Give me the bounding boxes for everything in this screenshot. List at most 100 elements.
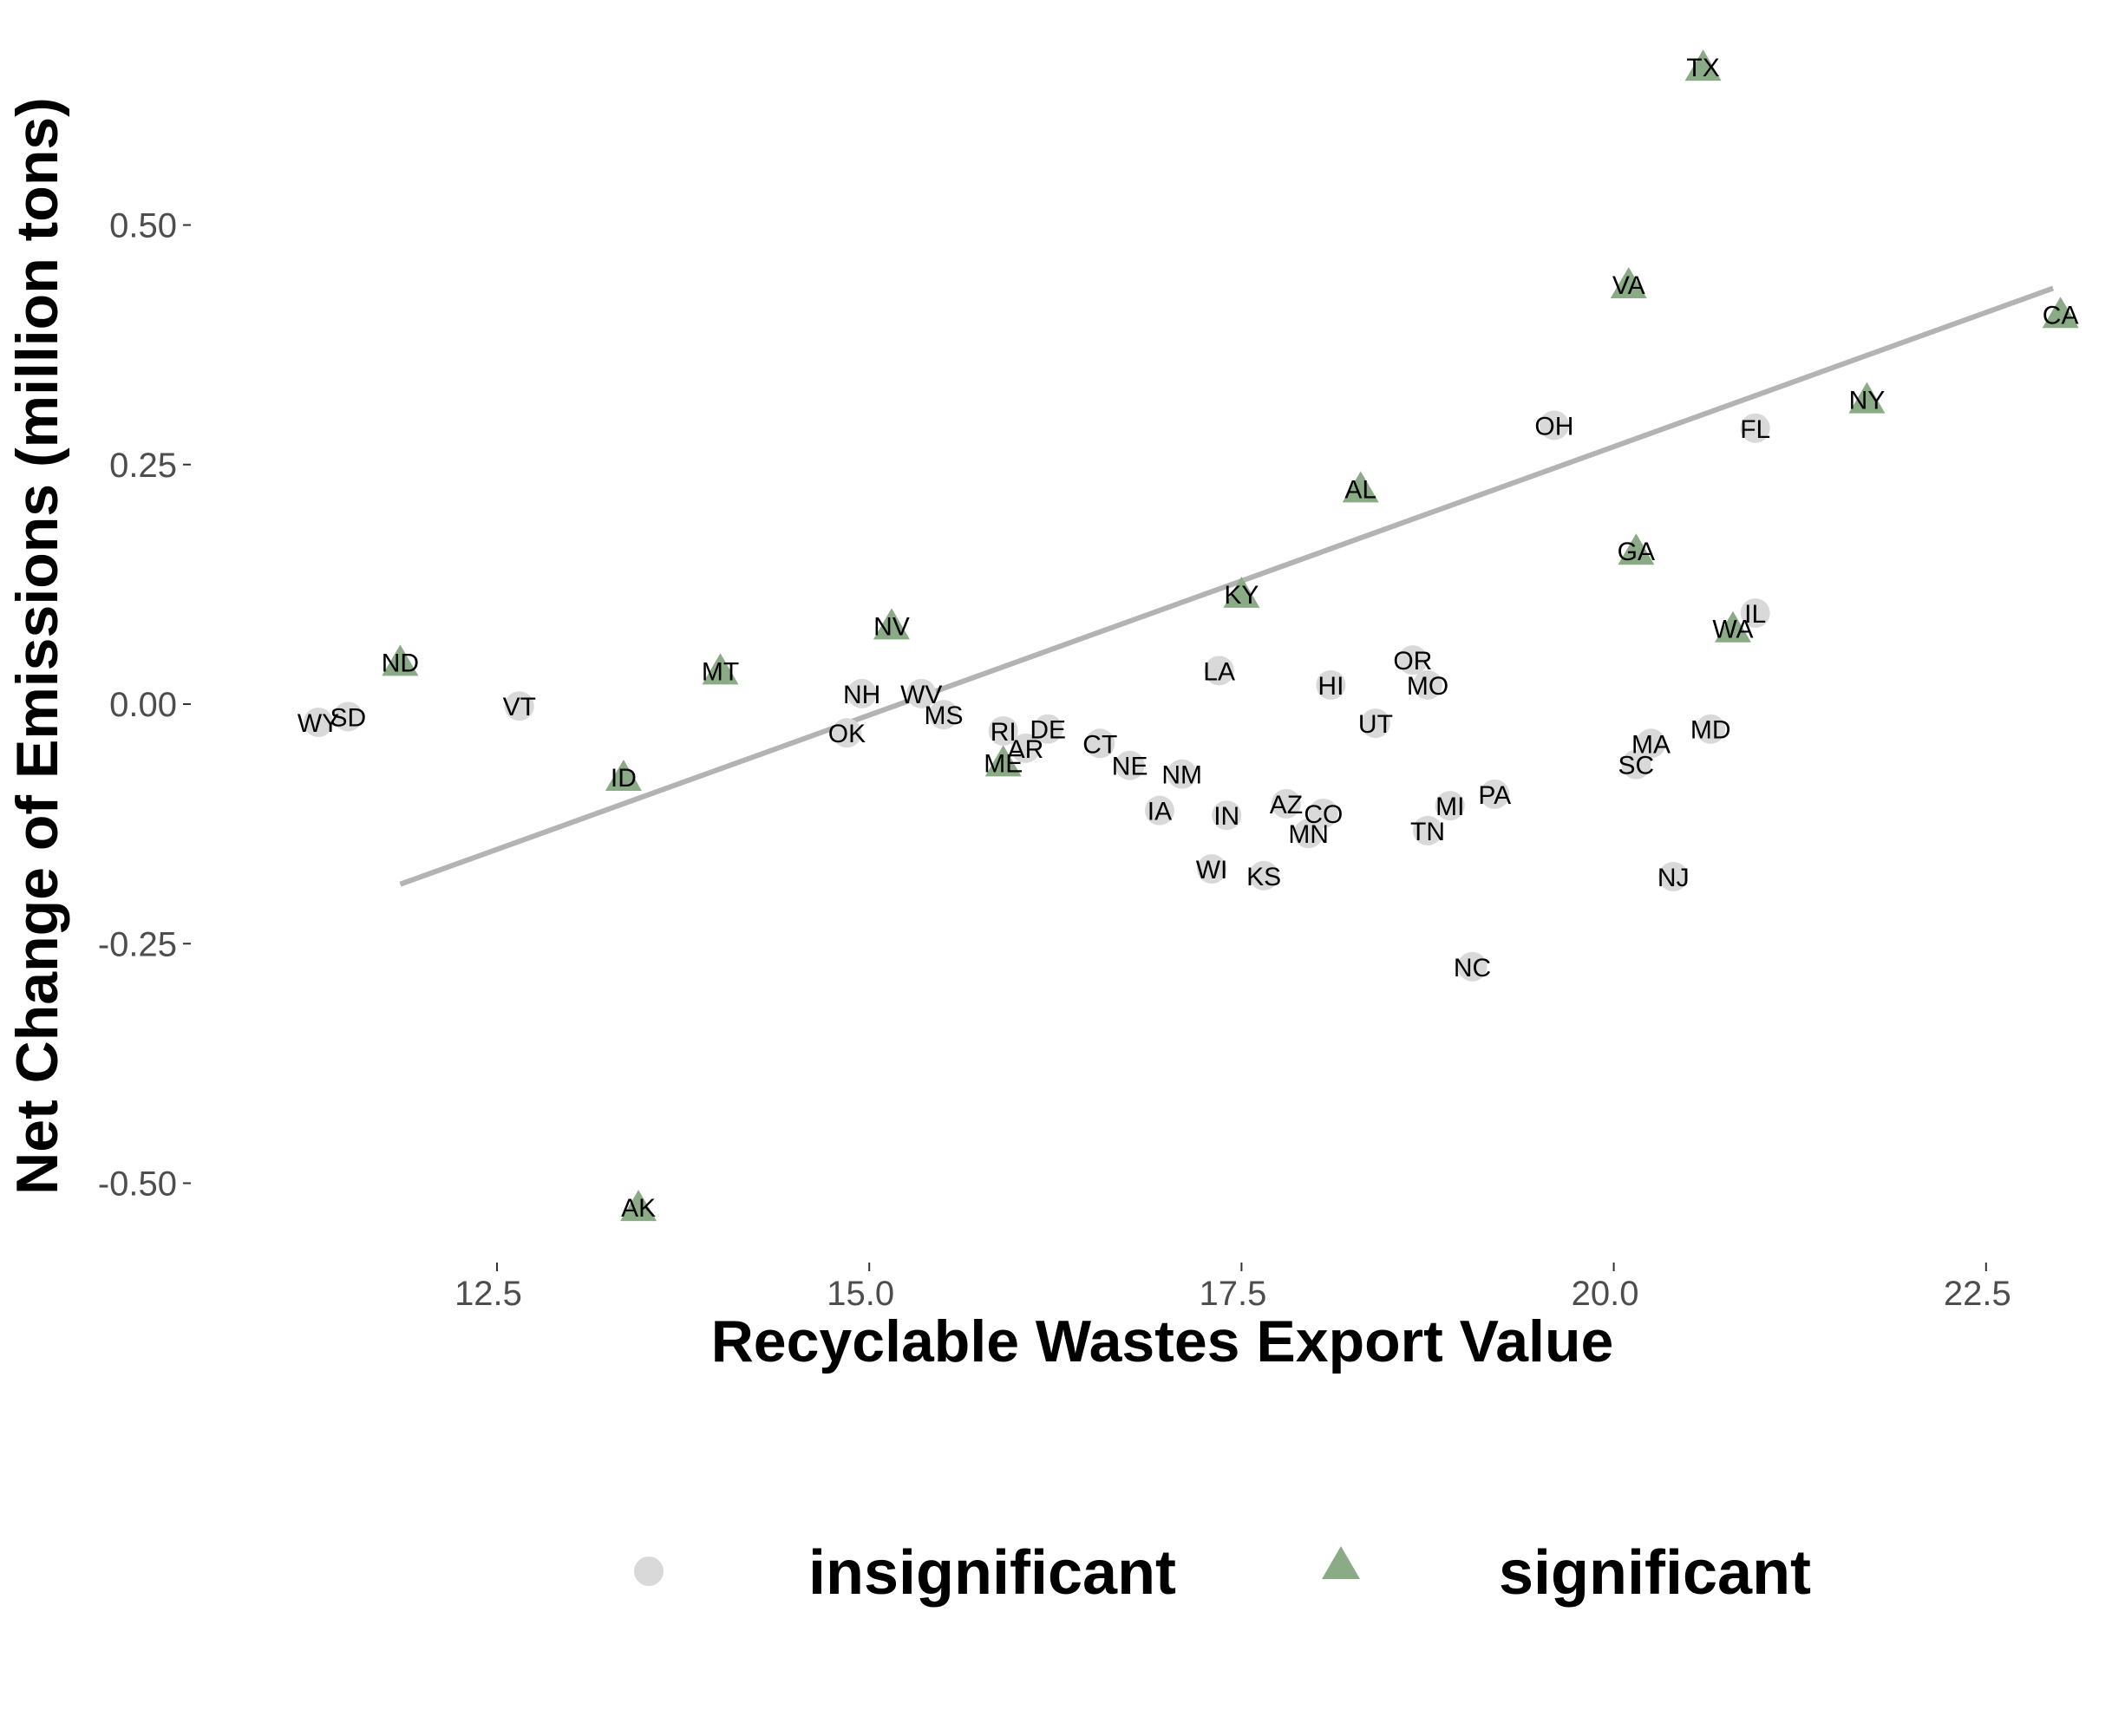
point-nj <box>1658 861 1689 891</box>
point-wi <box>1197 854 1227 884</box>
point-label-sd: SD <box>330 703 366 732</box>
point-ok <box>832 718 862 748</box>
point-mi <box>1435 791 1465 821</box>
point-label-md: MD <box>1690 716 1731 745</box>
point-label-ak: AK <box>621 1194 656 1223</box>
point-wa <box>1714 610 1751 643</box>
point-wy <box>303 707 333 737</box>
point-label-wy: WY <box>298 709 339 738</box>
point-pa <box>1480 779 1510 809</box>
point-mo <box>1413 669 1442 700</box>
point-label-wi: WI <box>1196 856 1228 884</box>
point-hi <box>1316 669 1346 700</box>
point-label-mt: MT <box>702 657 739 686</box>
point-label-ca: CA <box>2043 301 2079 330</box>
legend-circle-icon <box>634 1557 664 1586</box>
point-fl <box>1740 413 1770 443</box>
point-label-nm: NM <box>1161 761 1202 790</box>
point-wv <box>906 678 937 708</box>
point-label-nd: ND <box>382 649 419 677</box>
point-label-ky: KY <box>1224 581 1259 610</box>
point-al <box>1342 471 1379 503</box>
point-label-vt: VT <box>503 693 536 721</box>
point-ia <box>1144 795 1174 826</box>
point-oh <box>1539 410 1569 441</box>
point-label-hi: HI <box>1318 672 1344 701</box>
point-co <box>1308 798 1338 828</box>
point-label-in: IN <box>1213 802 1239 831</box>
point-or <box>1397 645 1428 675</box>
point-label-az: AZ <box>1270 791 1303 819</box>
point-label-oh: OH <box>1534 412 1573 441</box>
point-label-de: DE <box>1030 716 1066 745</box>
point-label-la: LA <box>1203 657 1235 686</box>
point-label-ut: UT <box>1358 710 1393 739</box>
point-label-co: CO <box>1304 800 1343 829</box>
point-label-ok: OK <box>828 720 866 748</box>
point-label-nc: NC <box>1454 954 1491 982</box>
point-ar <box>1010 733 1041 763</box>
point-nm <box>1167 759 1197 789</box>
point-sd <box>333 702 363 732</box>
point-me <box>984 745 1022 777</box>
point-va <box>1610 267 1647 299</box>
point-mn <box>1293 819 1324 849</box>
point-nh <box>847 678 877 708</box>
point-de <box>1033 714 1063 744</box>
x-tick-label: 15.0 <box>827 1275 894 1313</box>
point-label-wa: WA <box>1712 616 1753 644</box>
x-axis: 12.5 15.0 17.5 20.0 22.5 <box>454 1263 2011 1313</box>
x-tick-label: 12.5 <box>454 1275 522 1313</box>
point-ca <box>2042 297 2079 329</box>
point-label-nh: NH <box>843 681 880 709</box>
point-label-id: ID <box>611 764 637 793</box>
x-tick-label: 22.5 <box>1944 1275 2011 1313</box>
point-ms <box>929 700 959 730</box>
point-ne <box>1115 750 1145 780</box>
point-label-ri: RI <box>991 718 1017 747</box>
point-nd <box>382 644 419 676</box>
point-nc <box>1457 951 1488 982</box>
point-ky <box>1223 576 1260 608</box>
point-in <box>1212 800 1242 831</box>
point-id <box>605 759 642 791</box>
point-ny <box>1848 382 1886 414</box>
point-label-wv: WV <box>900 681 942 709</box>
y-tick-label: -0.50 <box>98 1165 177 1204</box>
point-label-ny: NY <box>1849 387 1886 415</box>
legend-label-insignificant: insignificant <box>808 1538 1176 1608</box>
point-label-ne: NE <box>1112 753 1148 781</box>
point-md <box>1696 714 1726 744</box>
point-label-mi: MI <box>1435 793 1464 821</box>
point-ks <box>1249 860 1279 891</box>
point-ct <box>1085 728 1115 759</box>
data-points <box>303 49 2079 1222</box>
point-label-ks: KS <box>1246 863 1281 891</box>
point-vt <box>504 691 534 721</box>
point-ri <box>988 715 1018 746</box>
y-tick-label: -0.25 <box>98 925 177 963</box>
trend-line-group <box>399 285 2055 887</box>
point-label-ma: MA <box>1631 730 1671 759</box>
y-axis-title: Net Change of Emissions (million tons) <box>4 97 70 1195</box>
x-axis-title: Recyclable Wastes Export Value <box>711 1309 1614 1374</box>
y-tick-label: 0.25 <box>109 447 177 485</box>
point-nv <box>873 608 910 640</box>
y-tick-label: 0.00 <box>109 686 177 724</box>
x-tick-label: 20.0 <box>1572 1275 1639 1313</box>
point-la <box>1204 656 1234 686</box>
point-label-nv: NV <box>873 612 910 641</box>
point-ma <box>1636 728 1666 759</box>
point-label-mo: MO <box>1407 672 1448 701</box>
point-ak <box>620 1190 657 1222</box>
point-ut <box>1360 708 1390 739</box>
point-label-al: AL <box>1344 475 1376 504</box>
point-ga <box>1618 533 1655 565</box>
point-label-ms: MS <box>925 702 964 730</box>
point-label-ia: IA <box>1148 798 1172 826</box>
point-mt <box>702 653 739 685</box>
point-label-nj: NJ <box>1658 864 1690 892</box>
legend-label-significant: significant <box>1499 1538 1811 1608</box>
